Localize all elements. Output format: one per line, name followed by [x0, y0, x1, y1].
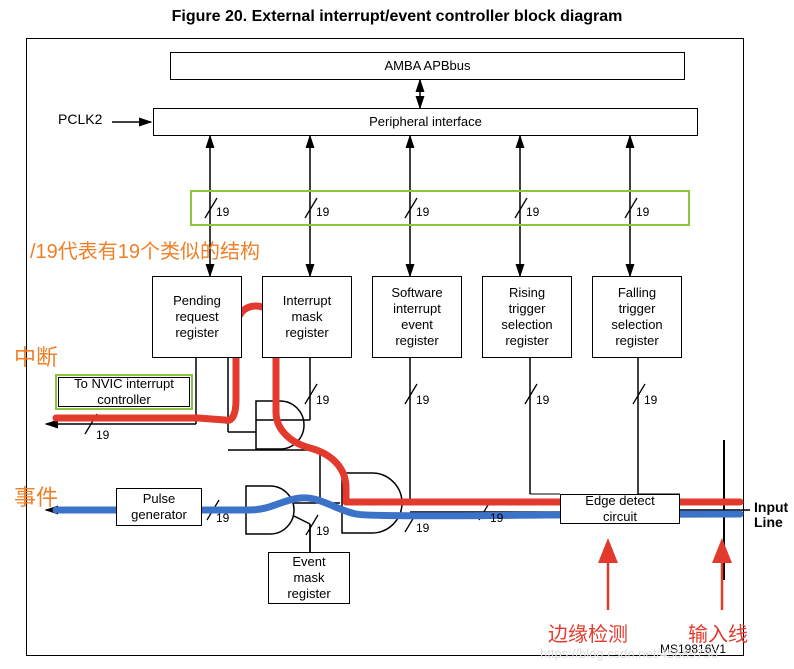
bus-width-19: 19 — [416, 521, 429, 535]
annotation-nineteen_meaning: /19代表有19个类似的结构 — [30, 235, 260, 264]
block-pulse: Pulse generator — [116, 488, 202, 526]
pclk2-label: PCLK2 — [58, 112, 102, 127]
block-periph: Peripheral interface — [153, 108, 698, 136]
block-rising: Rising trigger selection register — [482, 276, 572, 358]
bus-width-19: 19 — [316, 205, 329, 219]
bus-width-19: 19 — [636, 205, 649, 219]
watermark-text: https://blog.csdn.net/45689790 — [540, 646, 718, 661]
block-pending: Pending request register — [152, 276, 242, 358]
annotation-edge_detect: 边缘检测 — [548, 618, 628, 647]
bus-width-19: 19 — [96, 428, 109, 442]
bus-width-19: 19 — [216, 205, 229, 219]
bus-width-19: 19 — [526, 205, 539, 219]
block-edge: Edge detect circuit — [560, 494, 680, 524]
bus-width-19: 19 — [644, 393, 657, 407]
highlight-nineteen_row — [190, 190, 690, 226]
bus-width-19: 19 — [316, 393, 329, 407]
bus-width-19: 19 — [490, 511, 503, 525]
block-imask: Interrupt mask register — [262, 276, 352, 358]
block-swi: Software interrupt event register — [372, 276, 462, 358]
block-amba: AMBA APBbus — [170, 52, 685, 80]
bus-width-19: 19 — [216, 511, 229, 525]
bus-width-19: 19 — [416, 393, 429, 407]
bus-width-19: 19 — [536, 393, 549, 407]
annotation-interrupt: 中断 — [14, 340, 58, 372]
block-emask: Event mask register — [268, 552, 350, 604]
input-line-label: Input Line — [754, 500, 788, 531]
figure-title: Figure 20. External interrupt/event cont… — [0, 8, 794, 26]
highlight-nvic_box — [55, 374, 193, 410]
block-falling: Falling trigger selection register — [592, 276, 682, 358]
annotation-input_line_cn: 输入线 — [688, 618, 748, 647]
bus-width-19: 19 — [416, 205, 429, 219]
bus-width-19: 19 — [316, 524, 329, 538]
annotation-event: 事件 — [14, 480, 58, 512]
